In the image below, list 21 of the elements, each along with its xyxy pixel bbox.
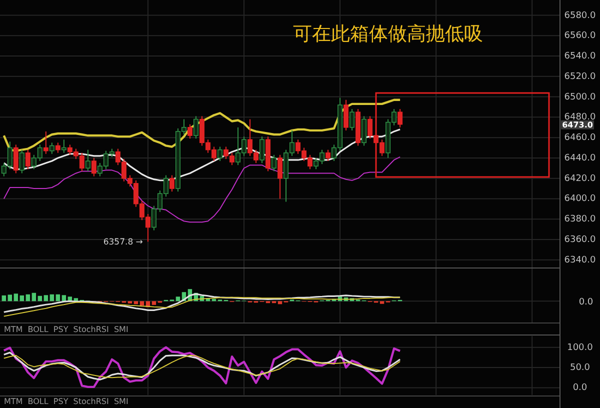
y-tick-label: 6340.0 [564,255,596,266]
text: MTM BOLL PSY StochRSI SMI [4,397,128,406]
y-tick-label: 6380.0 [564,214,596,225]
annotation: 6357.8 → [103,238,143,248]
y-tick-label: 6360.0 [564,234,596,245]
y-tick-label: 6560.0 [564,31,596,42]
text: MTM BOLL PSY StochRSI SMI [4,325,128,334]
y-tick-label: 6580.0 [564,10,596,21]
y-tick-label: 6480.0 [564,112,596,123]
y-tick-label: 0.0 [572,383,588,394]
y-tick-label: 50.0 [570,363,590,374]
y-tick-label: 6500.0 [564,92,596,102]
y-tick-label: 6400.0 [564,194,596,204]
y-tick-label: 100.0 [567,342,594,353]
y-tick-label: 6420.0 [564,174,596,184]
y-tick-label: 6440.0 [564,153,596,164]
y-tick-label: 6520.0 [564,72,596,82]
text: 可在此箱体做高抛低吸 [293,23,483,45]
text: 6473.0 [562,120,594,130]
y-tick-label: 6540.0 [564,52,596,62]
y-tick-label: 6460.0 [564,133,596,144]
